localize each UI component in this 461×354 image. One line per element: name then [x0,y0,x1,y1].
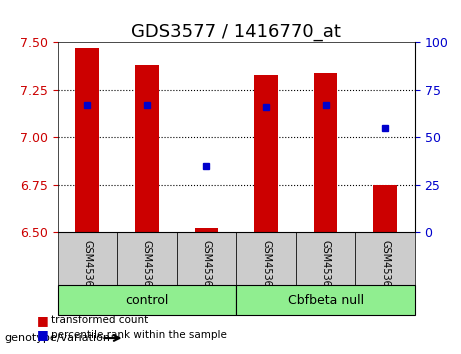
FancyBboxPatch shape [296,232,355,285]
Bar [373,185,397,232]
FancyBboxPatch shape [58,285,236,315]
FancyBboxPatch shape [236,232,296,285]
FancyBboxPatch shape [355,232,415,285]
Title: GDS3577 / 1416770_at: GDS3577 / 1416770_at [131,23,341,41]
Text: GSM453647: GSM453647 [261,240,271,299]
Text: transformed count: transformed count [51,315,148,325]
Text: GSM453646: GSM453646 [83,240,92,299]
Text: GSM453650: GSM453650 [320,240,331,299]
Text: percentile rank within the sample: percentile rank within the sample [51,330,227,339]
Bar [76,48,99,232]
Text: ■: ■ [37,328,48,341]
Bar [195,228,219,232]
Bar [313,73,337,232]
Text: control: control [125,294,169,307]
Text: GSM453649: GSM453649 [201,240,212,299]
Text: genotype/variation: genotype/variation [5,333,111,343]
FancyBboxPatch shape [117,232,177,285]
Bar [135,65,159,232]
Text: ■: ■ [37,314,48,327]
Text: GSM453651: GSM453651 [380,240,390,299]
Bar [254,75,278,232]
Text: Cbfbeta null: Cbfbeta null [288,294,364,307]
FancyBboxPatch shape [177,232,236,285]
FancyBboxPatch shape [236,285,415,315]
Text: GSM453648: GSM453648 [142,240,152,299]
FancyBboxPatch shape [58,232,117,285]
